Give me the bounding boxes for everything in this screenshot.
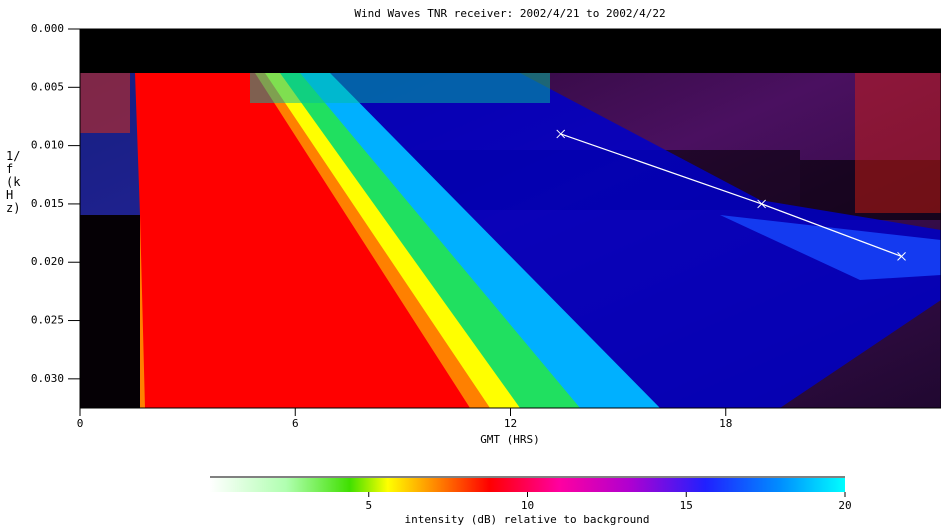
x-tick-label: 18 xyxy=(719,417,732,430)
marker-stroke xyxy=(556,129,566,139)
spectrogram-layer xyxy=(720,215,941,280)
y-tick-label: 0.030 xyxy=(31,372,64,385)
spectrogram-layer xyxy=(80,73,140,215)
spectrogram-layer xyxy=(80,73,130,133)
y-axis-label: 1/f (kHz) xyxy=(6,149,21,215)
colorbar-tick-label: 5 xyxy=(365,499,372,512)
colorbar-tick-label: 10 xyxy=(521,499,534,512)
colorbar-tick-label: 20 xyxy=(838,499,851,512)
colorbar-label: intensity (dB) relative to background xyxy=(404,513,649,526)
colorbar-tick-label: 15 xyxy=(680,499,693,512)
point-marker xyxy=(757,199,766,209)
colorbar xyxy=(210,478,845,492)
x-tick-label: 12 xyxy=(504,417,517,430)
y-tick-label: 0.015 xyxy=(31,197,64,210)
y-tick-label: 0.020 xyxy=(31,255,64,268)
spectrogram-layer xyxy=(855,73,941,213)
marker-stroke xyxy=(897,252,906,261)
spectrogram-blank-band xyxy=(80,29,941,73)
spectrogram-layer xyxy=(250,73,550,103)
marker-stroke xyxy=(757,199,766,209)
y-tick-label: 0.000 xyxy=(31,22,64,35)
x-axis-label: GMT (HRS) xyxy=(480,433,540,446)
y-tick-label: 0.010 xyxy=(31,139,64,152)
point-marker xyxy=(897,252,906,261)
spectrogram-layer xyxy=(80,215,140,408)
spectrogram xyxy=(80,29,941,408)
y-tick-label: 0.025 xyxy=(31,314,64,327)
x-tick-label: 0 xyxy=(77,417,84,430)
spectrogram-layer xyxy=(800,160,941,220)
spectrogram-layer xyxy=(135,73,470,408)
y-tick-label: 0.005 xyxy=(31,80,64,93)
chart-title: Wind Waves TNR receiver: 2002/4/21 to 20… xyxy=(354,7,665,20)
point-marker xyxy=(556,129,566,139)
x-tick-label: 6 xyxy=(292,417,299,430)
